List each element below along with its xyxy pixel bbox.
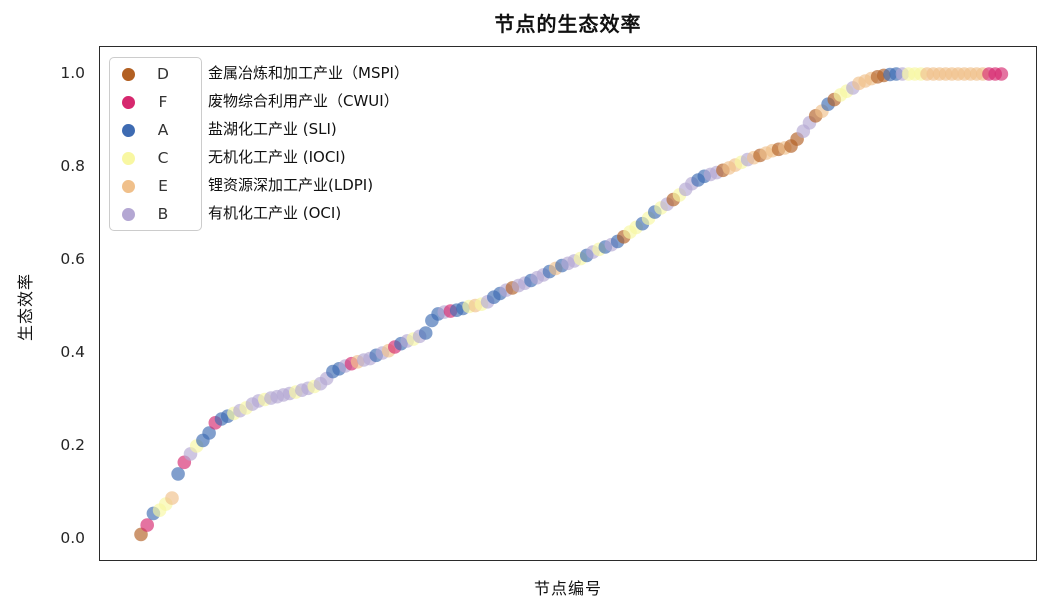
legend-row-C: C <box>110 144 191 172</box>
legend-letter: A <box>157 121 169 139</box>
scatter-point-F <box>994 67 1009 81</box>
legend-label: 无机化工产业 (IOCI) <box>208 148 346 166</box>
legend-swatch-A-icon <box>122 123 135 137</box>
legend-row-E: E <box>110 172 191 200</box>
legend-label: 有机化工产业 (OCI) <box>208 204 342 222</box>
legend-swatch-B-icon <box>122 207 135 221</box>
chart-title: 节点的生态效率 <box>494 12 642 36</box>
legend-label: 废物综合利用产业（CWUI） <box>208 92 399 110</box>
legend-swatch-D-icon <box>122 67 135 81</box>
legend-row-D: D <box>110 60 191 88</box>
y-tick-label: 0.8 <box>60 157 85 175</box>
legend-letter: C <box>157 149 169 167</box>
y-tick-label: 0.2 <box>60 436 85 454</box>
y-tick-label: 1.0 <box>60 64 85 82</box>
scatter-point-A <box>202 426 216 440</box>
scatter-point-E <box>165 491 179 505</box>
legend-letter: D <box>157 65 169 83</box>
legend-labels: 金属冶炼和加工产业（MSPI） 废物综合利用产业（CWUI） 盐湖化工产业 (SLI… <box>208 57 409 227</box>
scatter-point-A <box>418 326 433 340</box>
legend-swatch-C-icon <box>122 151 135 165</box>
y-tick-label: 0.0 <box>60 529 85 547</box>
legend-letter: F <box>158 93 168 111</box>
legend-letter: B <box>157 205 169 223</box>
x-axis-label: 节点编号 <box>533 579 602 598</box>
legend-label: 金属冶炼和加工产业（MSPI） <box>208 64 409 82</box>
scatter-point-F <box>140 518 154 532</box>
y-tick-label: 0.4 <box>60 343 85 361</box>
legend-swatch-F-icon <box>122 95 135 109</box>
scatter-point-A <box>171 467 185 481</box>
legend-row-B: B <box>110 200 191 228</box>
legend-row-F: F <box>110 88 191 116</box>
y-axis-label: 生态效率 <box>16 273 35 342</box>
scatter-plot <box>134 67 1009 542</box>
legend-letter: E <box>158 177 168 195</box>
y-tick-label: 0.6 <box>60 250 85 268</box>
legend-label: 锂资源深加工产业(LDPI) <box>208 176 374 194</box>
legend-row-A: A <box>110 116 191 144</box>
legend-label: 盐湖化工产业 (SLI) <box>208 120 337 138</box>
legend-swatch-E-icon <box>122 179 135 193</box>
